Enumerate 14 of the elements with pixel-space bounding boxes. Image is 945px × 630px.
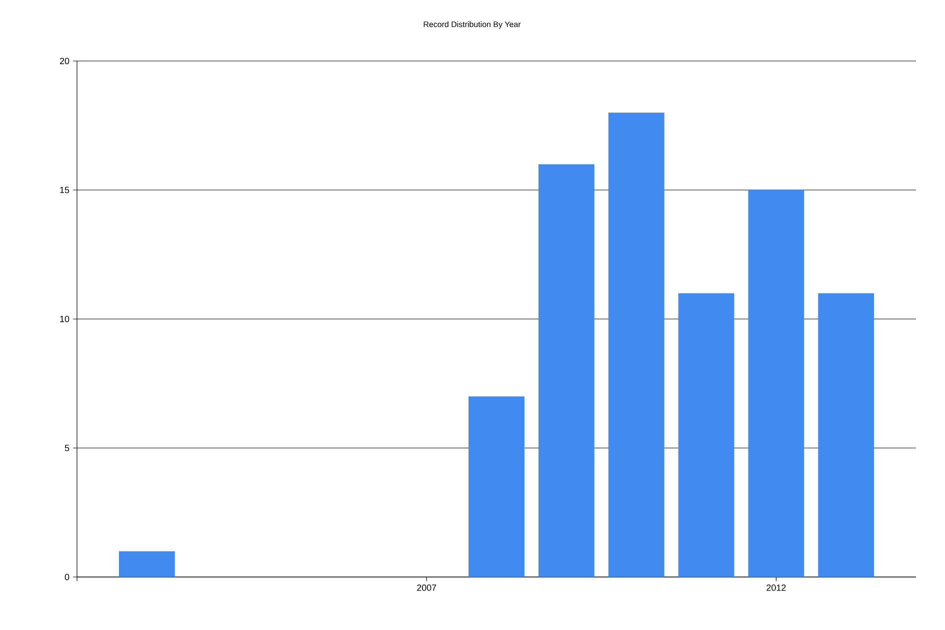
y-tick-label: 15 <box>60 186 70 194</box>
y-tick-label: 20 <box>60 58 70 64</box>
bar <box>538 164 594 577</box>
x-tick-label: 2012 <box>766 584 786 591</box>
bar <box>678 293 734 577</box>
y-tick-label: 5 <box>64 444 70 452</box>
bar <box>118 551 175 577</box>
y-tick-label: 10 <box>60 316 70 322</box>
y-tick-label: 0 <box>64 574 70 580</box>
x-tick-label: 2007 <box>417 584 436 591</box>
bar <box>748 190 804 577</box>
bar <box>468 396 524 577</box>
bar <box>608 112 664 577</box>
bar <box>818 293 874 577</box>
